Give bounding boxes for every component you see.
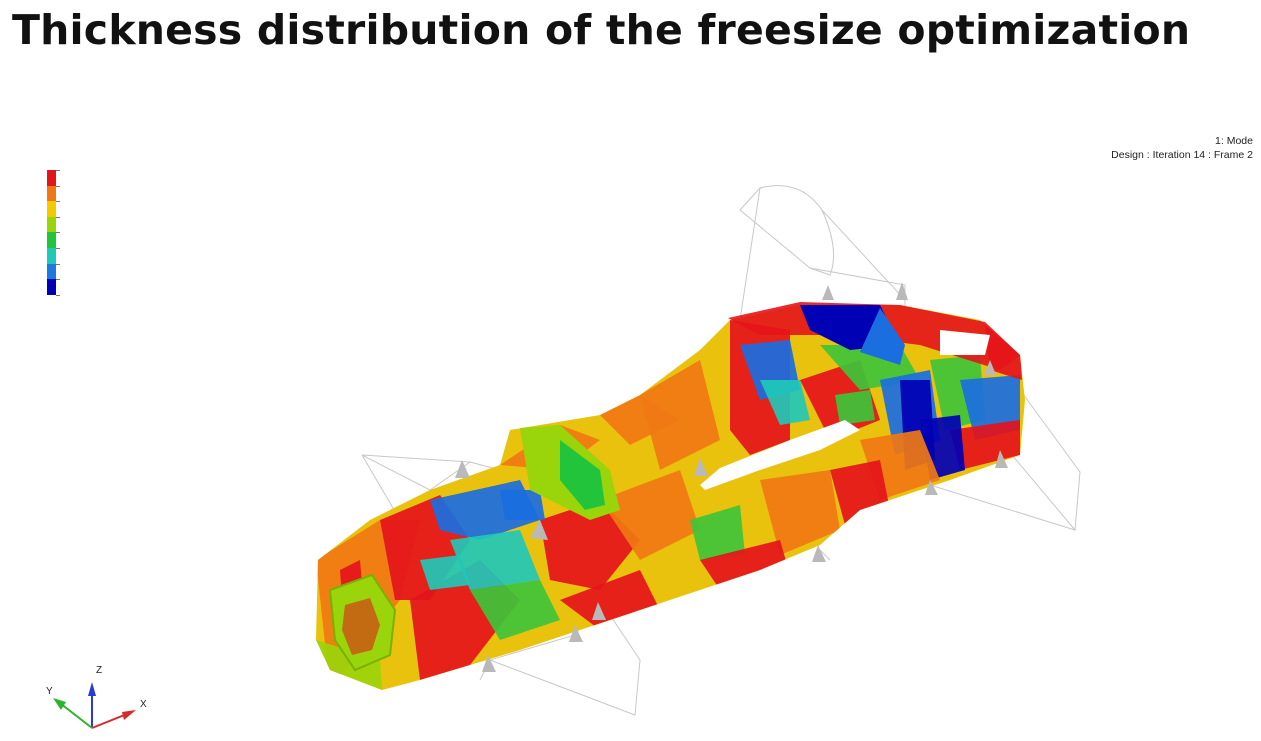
thickness-patch [450, 530, 540, 590]
thickness-patch [500, 490, 545, 520]
legend-tick [56, 294, 60, 296]
iteration-label: Design : Iteration 14 : Frame 2 [1111, 149, 1253, 161]
legend-tick [56, 279, 60, 281]
legend-swatch [47, 201, 56, 217]
legend-tick [56, 185, 60, 187]
mount-points [455, 282, 1008, 672]
axis-triad: Z Y X [46, 665, 147, 729]
legend-tick [56, 232, 60, 234]
legend-tick [56, 216, 60, 218]
legend-tick [56, 201, 60, 203]
thickness-patch [835, 390, 875, 425]
thickness-patch [760, 470, 840, 555]
thickness-patch [600, 395, 680, 445]
legend-swatch [47, 247, 56, 264]
model-label: 1: Mode [1215, 135, 1253, 147]
x-axis-label: X [140, 699, 147, 710]
viewport-info: 1: Mode Design : Iteration 14 : Frame 2 [1033, 134, 1253, 162]
legend-tick [56, 248, 60, 249]
legend-swatch [47, 170, 56, 186]
thickness-patch [690, 505, 745, 560]
thickness-patch [420, 555, 470, 590]
legend-swatch [47, 263, 56, 280]
z-axis-label: Z [96, 665, 102, 676]
thickness-patch [600, 470, 700, 560]
legend-tick [56, 170, 60, 171]
y-axis-label: Y [46, 686, 53, 697]
legend-swatch [47, 185, 56, 202]
thickness-patch [760, 380, 810, 425]
contour-legend [47, 170, 60, 296]
legend-swatch [47, 279, 56, 295]
page-title: Thickness distribution of the freesize o… [12, 6, 1191, 54]
thickness-patch [316, 640, 382, 690]
freesize-model [316, 282, 1025, 690]
legend-swatch [47, 232, 56, 248]
thickness-patch [470, 580, 560, 640]
legend-swatch [47, 216, 56, 233]
legend-tick [56, 263, 60, 265]
thickness-patch [640, 360, 720, 470]
